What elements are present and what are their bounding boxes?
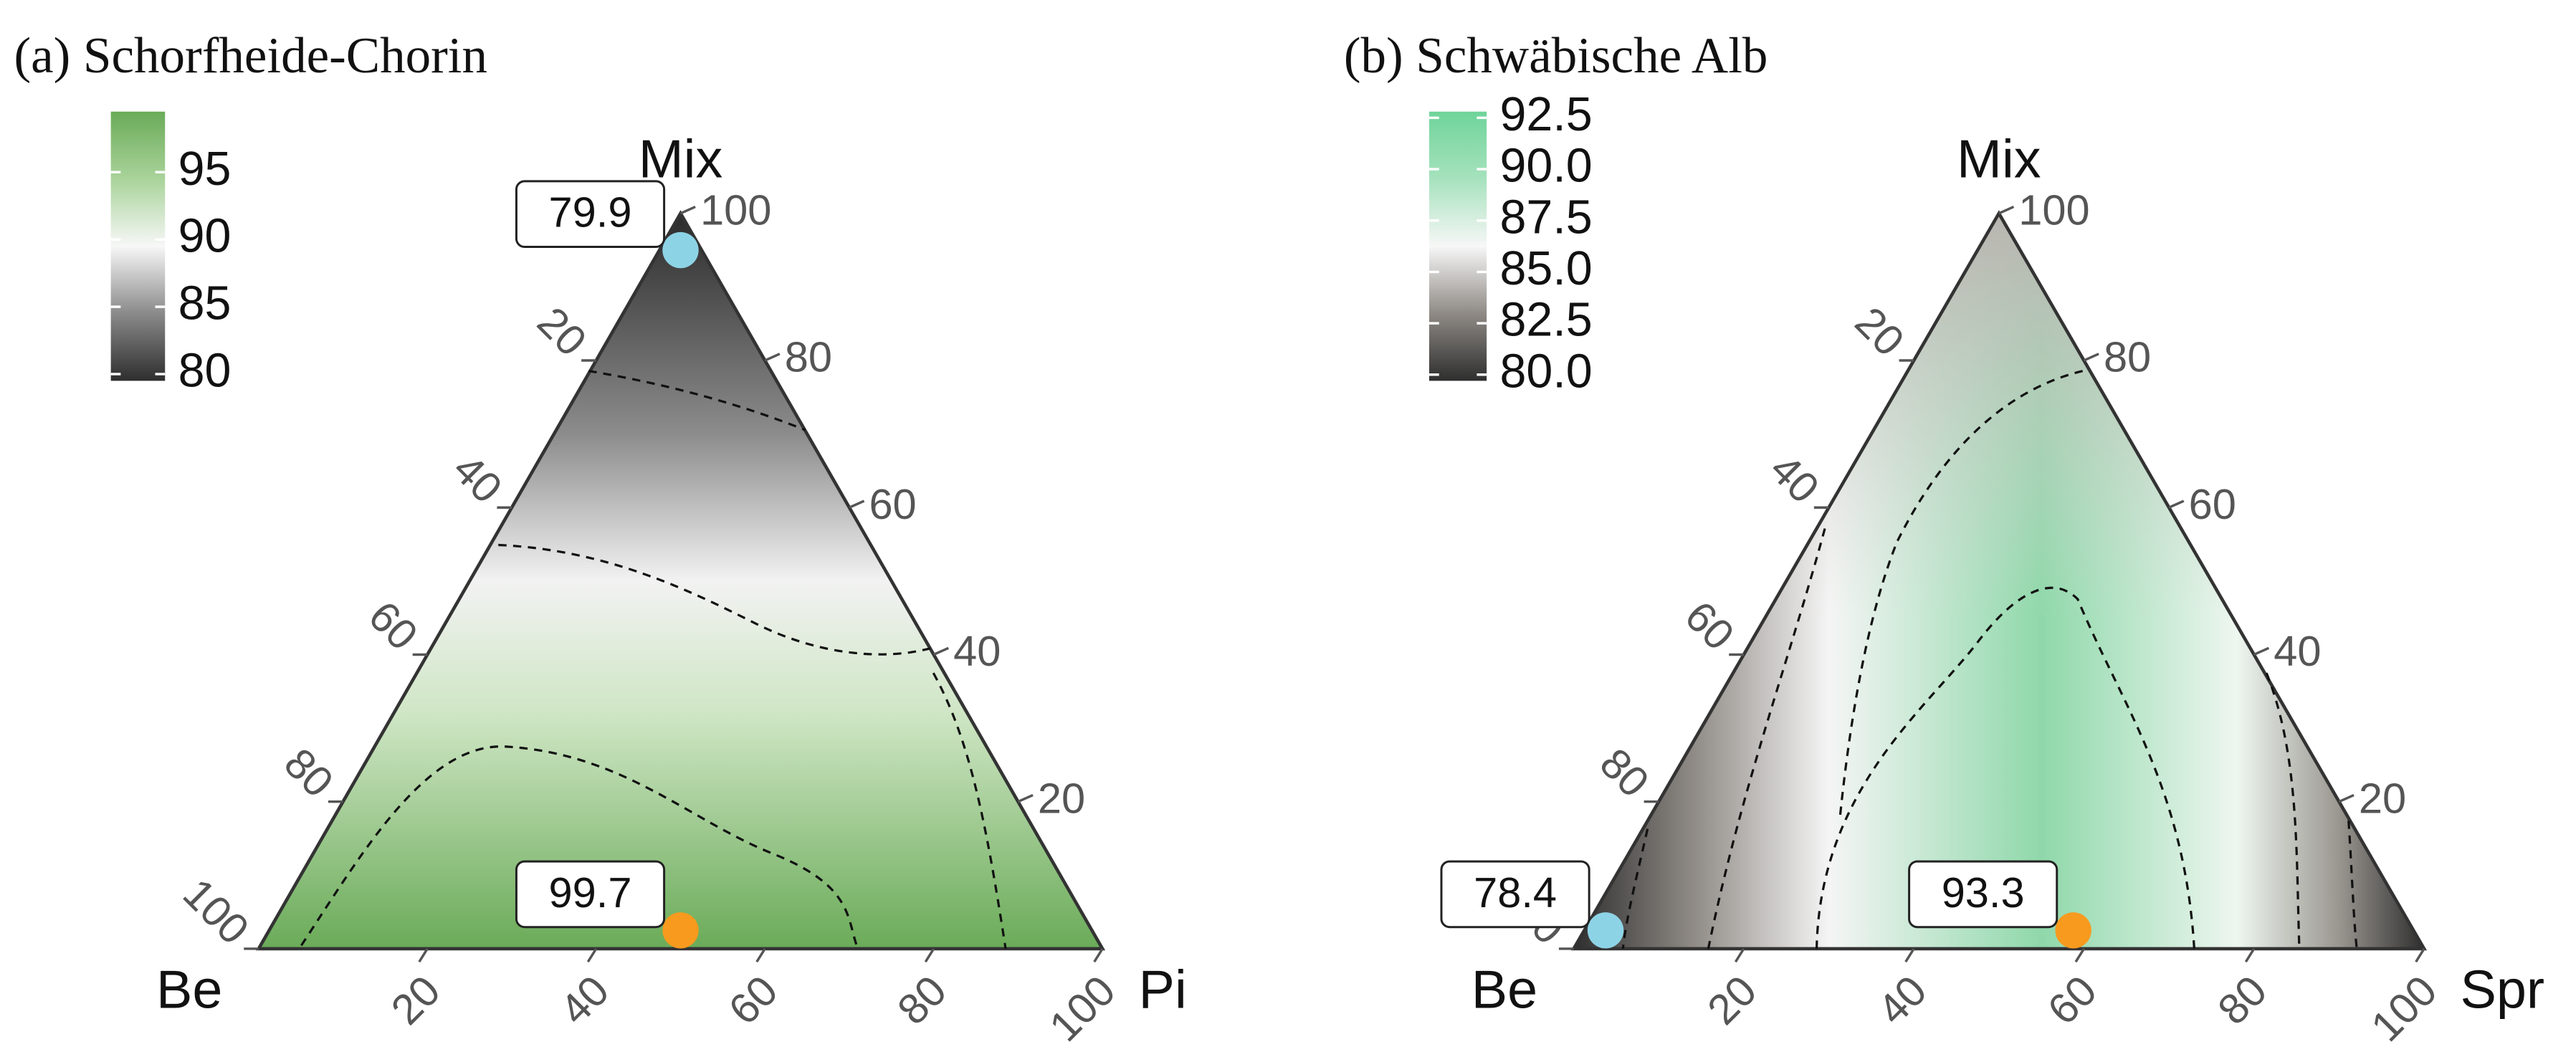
tick-mark xyxy=(924,948,935,963)
highlight-point xyxy=(662,912,699,949)
tick-mark xyxy=(1734,948,1745,963)
tick-mark xyxy=(1093,948,1104,963)
tick-mark xyxy=(849,499,865,509)
tick-label: 20 xyxy=(1698,966,1765,1033)
ternary-surface xyxy=(255,210,1106,951)
tick-label: 40 xyxy=(1761,445,1828,512)
tick-mark xyxy=(1017,793,1034,803)
corner-label: Mix xyxy=(639,129,723,189)
contour-line xyxy=(932,672,1007,949)
tick-label: 60 xyxy=(869,480,916,528)
tick-label: 80 xyxy=(1591,739,1659,806)
value-label-box xyxy=(515,180,666,248)
colorbar-tick-label: 90.0 xyxy=(1499,140,1592,193)
highlight-point xyxy=(2055,912,2091,949)
tick-label: 100 xyxy=(2362,966,2446,1051)
contour-line xyxy=(1838,370,2084,821)
contour-line xyxy=(588,370,806,431)
tick-label: 60 xyxy=(360,592,427,659)
tick-label: 40 xyxy=(550,966,618,1033)
tick-mark xyxy=(2415,948,2425,963)
value-label: 79.9 xyxy=(549,188,632,236)
panel-title: (a) Schorfheide-Chorin xyxy=(14,28,487,84)
colorbar xyxy=(110,111,166,381)
colorbar-tick-label: 90 xyxy=(178,210,232,263)
tick-mark xyxy=(932,646,950,656)
contour-line xyxy=(300,745,859,949)
colorbar-tick-label: 87.5 xyxy=(1499,191,1592,244)
tick-label: 20 xyxy=(2359,774,2406,822)
colorbar-tick-label: 85.0 xyxy=(1499,242,1592,295)
panel-a: (a) Schorfheide-Chorin Mix Be Pi 20 20 20 40 40… xyxy=(14,28,1187,1051)
corner-label: Be xyxy=(156,960,222,1020)
tick-mark xyxy=(2168,499,2185,509)
tick-label: 40 xyxy=(1869,966,1936,1033)
colorbar xyxy=(1428,111,1487,381)
tick-label: 80 xyxy=(2104,333,2151,381)
value-label: 78.4 xyxy=(1474,869,1557,917)
tick-label: 80 xyxy=(2208,966,2276,1033)
tick-mark xyxy=(586,948,598,963)
contour-line xyxy=(1621,828,1649,949)
highlight-point xyxy=(1587,912,1624,949)
tick-label: 60 xyxy=(1676,592,1743,659)
colorbar-tick-label: 82.5 xyxy=(1499,294,1592,347)
tick-mark xyxy=(2338,793,2355,803)
tick-mark xyxy=(1904,948,1915,963)
value-label-box xyxy=(515,860,666,929)
corner-label: Mix xyxy=(1957,129,2041,189)
tick-label: 40 xyxy=(2274,627,2321,675)
value-label-box xyxy=(1908,860,2059,929)
tick-label: 20 xyxy=(528,297,596,365)
colorbar-tick-label: 80.0 xyxy=(1499,345,1592,398)
tick-label: 60 xyxy=(2038,966,2106,1033)
tick-mark xyxy=(2253,646,2270,656)
tick-label: 40 xyxy=(444,445,511,512)
tick-label: 60 xyxy=(720,966,787,1033)
tick-label: 60 xyxy=(2189,480,2236,528)
tick-label: 20 xyxy=(1846,297,1914,365)
tick-label: 100 xyxy=(700,186,771,234)
tick-mark xyxy=(418,948,429,963)
contour-line xyxy=(2265,672,2301,949)
tick-label: 20 xyxy=(1038,774,1085,822)
tick-label: 40 xyxy=(953,627,1001,675)
value-label-box xyxy=(1440,860,1590,929)
tick-mark xyxy=(2083,353,2099,362)
panel-title: (b) Schwäbische Alb xyxy=(1344,28,1768,84)
ternary-surface xyxy=(1570,210,2428,951)
colorbar-tick-label: 80 xyxy=(178,345,232,398)
tick-mark xyxy=(2074,948,2085,963)
highlight-point xyxy=(662,231,699,269)
value-label: 99.7 xyxy=(549,869,632,917)
corner-label: Be xyxy=(1471,960,1537,1020)
tick-label: 100 xyxy=(1040,966,1125,1051)
tick-label: 80 xyxy=(785,333,832,381)
value-label: 93.3 xyxy=(1942,869,2025,917)
tick-label: 100 xyxy=(2018,186,2089,234)
colorbar-tick-label: 85 xyxy=(178,277,232,330)
corner-label: Pi xyxy=(1139,960,1187,1020)
tick-mark xyxy=(755,948,766,963)
tick-mark xyxy=(764,353,781,362)
tick-label: 80 xyxy=(888,966,955,1033)
contour-line xyxy=(2347,821,2358,949)
tick-mark xyxy=(679,206,696,215)
contour-line xyxy=(1815,586,2195,949)
colorbar-tick-label: 95 xyxy=(178,143,232,196)
tick-mark xyxy=(2244,948,2256,963)
tick-label: 100 xyxy=(174,869,259,954)
tick-label: 20 xyxy=(382,966,449,1033)
tick-label: 80 xyxy=(275,739,343,806)
panel-b: (b) Schwäbische Alb Mix Be Spr 20 20 20 40 40 40… xyxy=(1344,28,2544,1051)
corner-label: Spr xyxy=(2460,960,2544,1020)
tick-mark xyxy=(1998,206,2015,215)
colorbar-tick-label: 92.5 xyxy=(1499,88,1592,141)
